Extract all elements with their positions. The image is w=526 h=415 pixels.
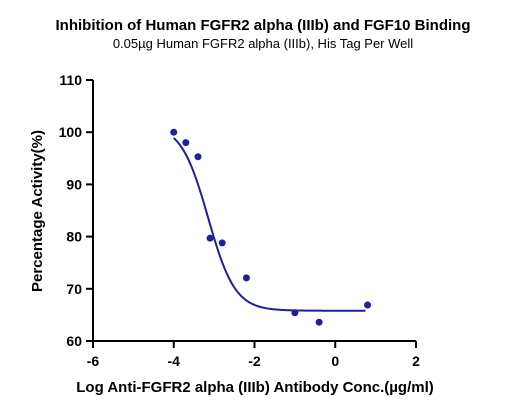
data-point (182, 139, 190, 147)
x-axis-label: Log Anti-FGFR2 alpha (IIIb) Antibody Con… (76, 379, 434, 396)
chart-subtitle: 0.05µg Human FGFR2 alpha (IIIb), His Tag… (113, 36, 413, 51)
data-point (242, 274, 250, 282)
data-point (218, 239, 226, 247)
data-point (315, 318, 323, 326)
fit-curve (173, 137, 366, 312)
y-tick-label: 110 (59, 72, 82, 88)
y-tick-label: 100 (59, 124, 83, 140)
x-tick-label: -6 (87, 353, 100, 369)
y-tick-label: 60 (66, 333, 82, 349)
data-point (291, 309, 299, 317)
y-axis-label: Percentage Activity(%) (29, 130, 46, 292)
data-points (170, 128, 372, 326)
y-tick-label: 80 (66, 229, 82, 245)
y-tick-label: 70 (66, 281, 82, 297)
x-ticks: -6 -4 -2 0 2 (87, 341, 420, 369)
data-point (206, 234, 214, 242)
x-tick-label: 2 (412, 353, 420, 369)
data-point (194, 153, 202, 161)
y-tick-label: 90 (66, 176, 82, 192)
chart-title: Inhibition of Human FGFR2 alpha (IIIb) a… (56, 17, 471, 34)
x-tick-label: 0 (331, 353, 339, 369)
data-point (364, 301, 372, 309)
data-point (170, 128, 178, 136)
x-tick-label: -2 (248, 353, 261, 369)
y-ticks: 60 70 80 90 100 110 (59, 72, 93, 349)
x-tick-label: -4 (168, 353, 181, 369)
